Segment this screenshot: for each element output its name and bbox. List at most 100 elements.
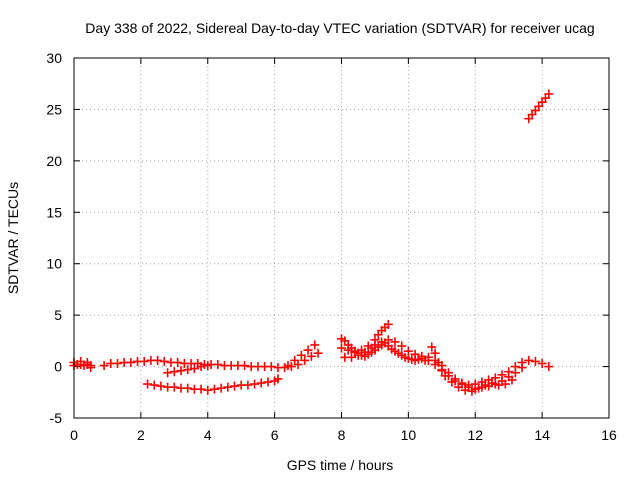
data-point [159,356,169,366]
data-point [139,356,149,366]
data-point [86,363,96,373]
series-segment-5 [143,374,283,395]
data-point [303,345,313,355]
data-point [196,362,206,372]
data-point [467,386,477,396]
y-tick-label: 20 [46,153,62,169]
data-point [156,381,166,391]
y-tick-label: 30 [46,50,62,66]
x-tick-labels: 0 2 4 6 8 10 12 14 16 [70,427,617,443]
y-tick-label: 5 [54,307,62,323]
series-segment-3 [163,361,213,378]
x-tick-label: 8 [338,427,346,443]
data-point [126,357,136,367]
data-point [296,350,306,360]
x-tick-label: 6 [271,427,279,443]
data-point [494,380,504,390]
y-tick-label: 15 [46,204,62,220]
data-point [306,351,316,361]
x-tick-label: 16 [601,427,617,443]
data-point [537,358,547,368]
data-point [76,356,86,366]
x-tick-label: 10 [401,427,417,443]
data-point [370,340,380,350]
data-point [183,383,193,393]
data-point [507,375,517,385]
data-point [500,379,510,389]
data-point [544,362,554,372]
y-tick-label: 10 [46,256,62,272]
y-tick-label: 0 [54,359,62,375]
data-point [183,365,193,375]
data-point [510,368,520,378]
data-point [377,337,387,347]
data-point [263,377,273,387]
data-point [169,367,179,377]
data-point [143,379,153,389]
x-tick-label: 4 [204,427,212,443]
series-segment-2 [99,348,323,373]
data-point [196,384,206,394]
data-point [460,385,470,395]
data-point [383,335,393,345]
data-point [213,360,223,370]
data-point [437,365,447,375]
data-point [300,355,310,365]
data-point [203,361,213,371]
data-point [433,357,443,367]
data-point [209,384,219,394]
data-point [290,355,300,365]
data-point [410,349,420,359]
data-point [474,383,484,393]
data-points [69,89,554,396]
data-point [517,363,527,373]
data-point [524,355,534,365]
series-segment-10 [427,342,517,396]
data-point [447,377,457,387]
data-point [423,352,433,362]
plot-frame [73,57,610,419]
series-segment-11 [524,89,554,124]
data-point [310,340,320,350]
data-point [223,382,233,392]
x-tick-label: 0 [70,427,78,443]
chart-title: Day 338 of 2022, Sidereal Day-to-day VTE… [85,20,594,36]
data-point [347,352,357,362]
x-tick-label: 12 [467,427,483,443]
data-point [337,343,346,353]
data-point [353,350,363,360]
series-segment-8 [340,335,554,390]
data-point [383,319,393,329]
data-point [256,378,266,388]
data-point [427,342,437,352]
data-point [169,382,179,392]
data-point [82,357,92,367]
series-segment-4 [283,340,320,371]
data-point [266,362,276,372]
data-point [216,383,226,393]
data-point [343,345,353,355]
data-point [403,346,413,356]
data-point [153,355,163,365]
data-point [454,382,464,392]
y-axis-label: SDTVAR / TECUs [5,182,21,294]
data-point [112,358,122,368]
data-point [189,364,199,374]
data-point [480,380,490,390]
data-point [163,368,173,378]
data-point [430,348,440,358]
grid [74,58,609,418]
data-point [149,380,159,390]
y-tick-labels: -5 0 5 10 15 20 25 30 [46,50,62,426]
series-segment-1 [69,356,96,373]
data-point [440,371,450,381]
data-point [487,378,497,388]
x-tick-label: 14 [534,427,550,443]
data-point [240,361,250,371]
data-point [313,348,323,358]
data-point [203,385,213,395]
data-point [544,89,554,99]
data-point [360,347,370,357]
x-tick-label: 2 [137,427,145,443]
